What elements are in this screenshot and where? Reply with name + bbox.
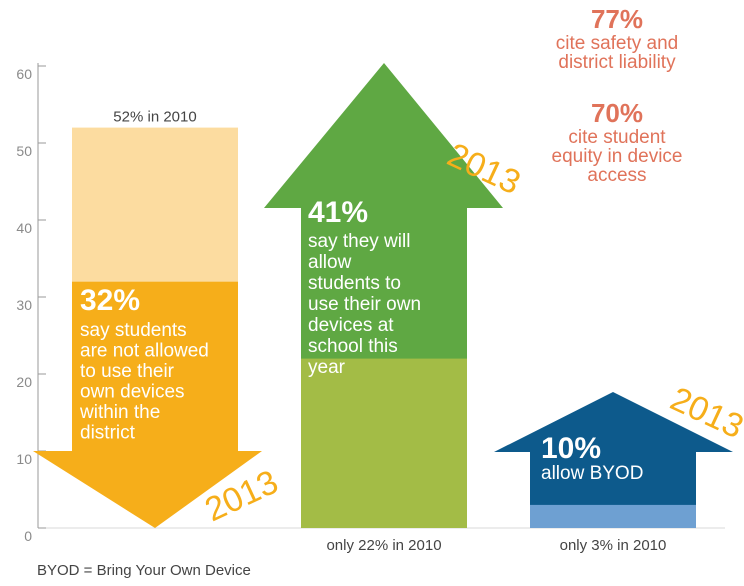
y-axis: 0 10 20 30 40 50 60	[16, 63, 725, 544]
bar-desc-line: own devices	[80, 382, 185, 403]
bar-2010-segment	[530, 504, 696, 528]
bar-desc-line: year	[308, 357, 346, 378]
y-tick-label: 20	[16, 374, 32, 390]
y-tick-label: 40	[16, 220, 32, 236]
bar-2010-segment	[72, 127, 238, 282]
side-note-pct: 70%	[591, 98, 643, 128]
y-tick-label: 10	[16, 451, 32, 467]
bar-will-allow: only 22% in 2010 41%say they willallowstu…	[264, 63, 526, 554]
bar-desc-line: use their own	[308, 294, 421, 315]
side-note-pct: 77%	[591, 4, 643, 34]
bar-desc-line: devices at	[308, 315, 394, 336]
side-note-line: access	[587, 165, 646, 186]
side-note-line: cite student	[568, 127, 666, 148]
bar-2010-label: only 22% in 2010	[326, 537, 441, 554]
bar-desc-line: say students	[80, 320, 187, 341]
bar-desc-line: district	[80, 423, 136, 444]
y-tick-label: 50	[16, 143, 32, 159]
side-note-line: district liability	[558, 52, 676, 73]
y-tick-label: 0	[24, 528, 32, 544]
side-note-line: equity in device	[552, 146, 683, 167]
bar-2010-label: 52% in 2010	[113, 109, 196, 126]
side-note-line: cite safety and	[556, 33, 679, 54]
y-tick-label: 30	[16, 297, 32, 313]
bar-2013-arrow	[33, 281, 262, 528]
bar-2010-label: only 3% in 2010	[560, 537, 667, 554]
bar-desc-line: to use their	[80, 361, 175, 382]
bar-desc-line: within the	[79, 402, 160, 423]
y-tick-label: 60	[16, 66, 32, 82]
bar-desc-line: allow	[308, 252, 352, 273]
bar-desc-line: say they will	[308, 231, 410, 252]
bar-pct-label: 32%	[80, 284, 140, 317]
bar-2013-arrow	[494, 392, 733, 528]
bar-desc-line: school this	[308, 336, 398, 357]
bar-pct-label: 41%	[308, 196, 368, 229]
footnote: BYOD = Bring Your Own Device	[37, 562, 251, 579]
bar-desc-line: allow BYOD	[541, 463, 643, 484]
bar-2010-segment	[301, 358, 467, 528]
bar-desc-line: students to	[308, 273, 401, 294]
bar-pct-label: 10%	[541, 432, 601, 465]
bar-desc-line: are not allowed	[80, 341, 209, 362]
